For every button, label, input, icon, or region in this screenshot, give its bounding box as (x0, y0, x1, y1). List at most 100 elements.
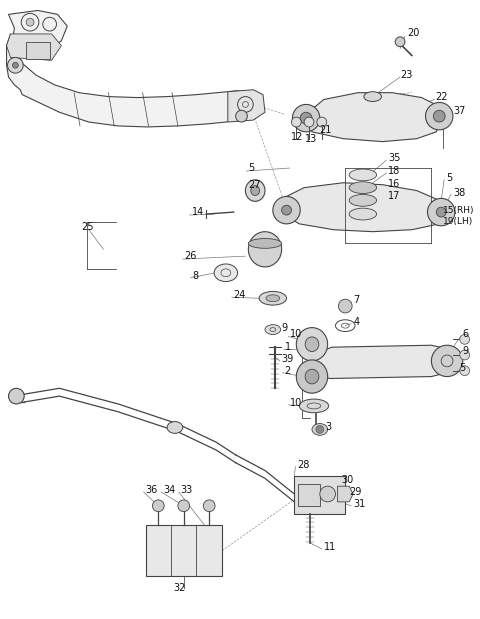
Text: 23: 23 (400, 70, 412, 80)
Text: 31: 31 (353, 499, 365, 509)
Text: 8: 8 (192, 271, 199, 281)
Ellipse shape (266, 295, 280, 301)
Circle shape (433, 110, 445, 122)
Ellipse shape (349, 194, 377, 206)
Text: 10: 10 (290, 329, 303, 339)
Text: 9: 9 (282, 322, 288, 332)
Circle shape (460, 366, 469, 376)
Circle shape (282, 206, 291, 215)
Text: 27: 27 (248, 180, 261, 189)
Circle shape (12, 63, 18, 68)
Polygon shape (7, 34, 61, 61)
Text: 21: 21 (319, 125, 331, 135)
Ellipse shape (349, 208, 377, 220)
Ellipse shape (305, 369, 319, 384)
Polygon shape (337, 486, 353, 502)
Text: 7: 7 (353, 295, 360, 305)
Circle shape (300, 112, 312, 124)
Circle shape (304, 117, 314, 127)
Ellipse shape (167, 422, 183, 433)
Bar (26, 41, 49, 59)
Circle shape (178, 500, 190, 512)
Text: 34: 34 (163, 485, 176, 495)
Text: 3: 3 (326, 422, 332, 433)
Text: 2: 2 (285, 366, 291, 376)
Text: 26: 26 (185, 251, 197, 261)
Text: 20: 20 (407, 28, 420, 38)
Text: 33: 33 (181, 485, 193, 495)
Ellipse shape (299, 399, 329, 413)
Circle shape (317, 117, 327, 127)
Ellipse shape (312, 423, 328, 435)
Circle shape (153, 500, 164, 512)
Text: 38: 38 (453, 188, 465, 197)
Ellipse shape (349, 182, 377, 194)
Text: 30: 30 (341, 475, 354, 485)
Ellipse shape (349, 169, 377, 181)
Text: 6: 6 (463, 329, 469, 339)
Circle shape (320, 486, 336, 502)
Text: 11: 11 (324, 542, 336, 552)
Ellipse shape (364, 92, 382, 102)
Ellipse shape (296, 360, 328, 393)
Circle shape (292, 105, 320, 132)
Text: 5: 5 (446, 173, 452, 183)
Circle shape (291, 117, 301, 127)
Text: 15(RH): 15(RH) (443, 206, 475, 215)
Text: 5: 5 (248, 163, 254, 173)
Text: 32: 32 (174, 583, 186, 593)
Text: 14: 14 (192, 207, 204, 217)
Text: 24: 24 (234, 290, 246, 300)
Text: 9: 9 (463, 346, 469, 356)
Circle shape (26, 19, 34, 26)
Ellipse shape (245, 180, 265, 201)
Polygon shape (312, 345, 451, 378)
Circle shape (273, 196, 300, 224)
Circle shape (428, 199, 455, 226)
Ellipse shape (214, 264, 238, 282)
Polygon shape (7, 11, 255, 127)
Ellipse shape (305, 337, 319, 352)
Text: 39: 39 (282, 354, 294, 364)
Text: 37: 37 (453, 106, 465, 116)
Polygon shape (283, 183, 443, 232)
Ellipse shape (259, 292, 287, 305)
Circle shape (426, 103, 453, 130)
Text: 1: 1 (285, 342, 291, 352)
Bar (294, 477, 345, 514)
Circle shape (8, 58, 23, 73)
Text: 12: 12 (291, 132, 304, 142)
Circle shape (432, 345, 463, 376)
Polygon shape (306, 93, 441, 142)
Ellipse shape (251, 186, 260, 196)
Text: 4: 4 (353, 317, 359, 327)
Circle shape (204, 500, 215, 512)
Ellipse shape (265, 325, 281, 334)
Circle shape (460, 350, 469, 360)
Text: 36: 36 (145, 485, 158, 495)
Text: 35: 35 (388, 154, 401, 163)
Circle shape (338, 299, 352, 313)
Circle shape (9, 388, 24, 404)
Circle shape (236, 110, 247, 122)
Ellipse shape (296, 327, 328, 361)
Ellipse shape (248, 238, 282, 248)
Circle shape (460, 334, 469, 344)
Circle shape (395, 37, 405, 46)
Text: 25: 25 (81, 222, 94, 232)
Text: 19(LH): 19(LH) (443, 217, 473, 227)
Bar (298, 484, 320, 506)
Text: 10: 10 (290, 398, 303, 408)
Polygon shape (228, 90, 265, 122)
Circle shape (436, 207, 446, 217)
Text: 18: 18 (388, 166, 401, 176)
Bar (145, 526, 222, 576)
Text: 17: 17 (388, 191, 401, 201)
Text: 22: 22 (435, 92, 448, 102)
Text: 29: 29 (349, 487, 361, 497)
Circle shape (316, 425, 324, 433)
Text: 5: 5 (459, 363, 465, 373)
Text: 13: 13 (305, 134, 317, 144)
Text: 16: 16 (388, 179, 401, 189)
Text: 28: 28 (297, 460, 310, 470)
